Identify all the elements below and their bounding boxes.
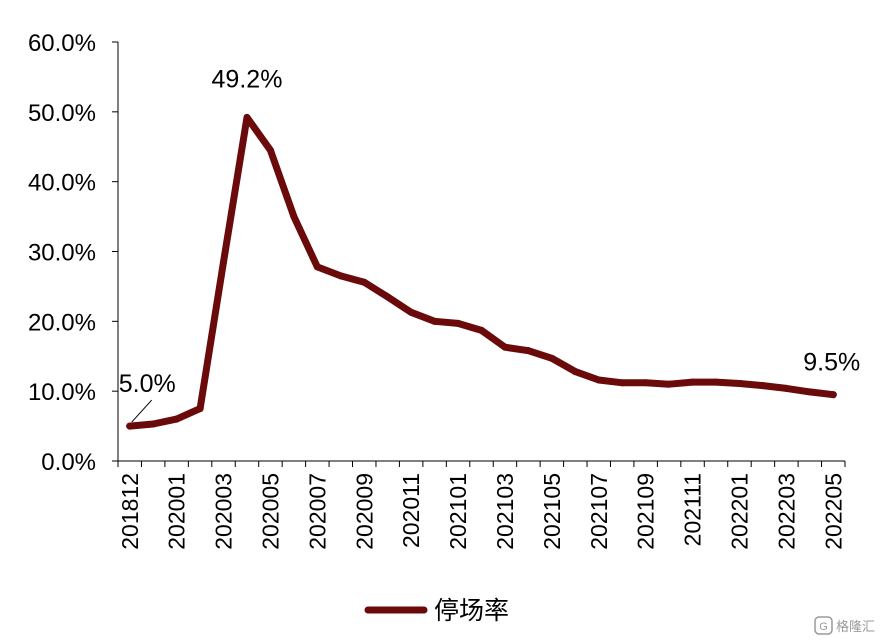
x-tick-label: 202103 (492, 473, 518, 550)
data-point (665, 380, 673, 388)
y-tick-label: 60.0% (28, 30, 96, 57)
x-tick-label: 202011 (398, 473, 424, 548)
data-point (782, 384, 790, 392)
data-point (829, 391, 837, 399)
data-label: 9.5% (803, 349, 860, 377)
x-tick-label: 202007 (304, 473, 330, 550)
x-axis: 201812 202001 202003 202005 202007 202009 2020… (117, 460, 846, 550)
data-point (313, 263, 321, 271)
x-tick-label: 202005 (257, 473, 283, 550)
data-point (126, 422, 134, 430)
data-point (689, 378, 697, 386)
data-label: 49.2% (212, 65, 283, 93)
annotation-leader (131, 399, 153, 423)
data-point (384, 293, 392, 301)
x-tick-label: 202109 (633, 473, 659, 550)
data-point (360, 278, 368, 286)
y-axis: 0.0% 10.0% 20.0% 30.0% 40.0% 50.0% 60.0% (28, 30, 119, 476)
data-point (759, 382, 767, 390)
watermark: G 格隆汇 (814, 616, 875, 635)
data-point (407, 308, 415, 316)
data-point (524, 347, 532, 355)
x-tick-label: 201812 (117, 473, 143, 550)
x-tick-label: 202001 (164, 473, 190, 550)
data-label: 5.0% (119, 370, 176, 398)
y-tick-label: 40.0% (28, 170, 96, 197)
annotation-layer: 5.0% 49.2% 9.5% (119, 65, 860, 423)
data-point (431, 317, 439, 325)
data-point (712, 378, 720, 386)
y-tick-label: 30.0% (28, 240, 96, 267)
x-tick-label: 202201 (727, 473, 753, 550)
data-point (735, 379, 743, 387)
legend: 停场率 (364, 597, 509, 625)
data-point (196, 405, 204, 413)
x-tick-label: 202009 (351, 473, 377, 550)
gelonghui-logo-icon (814, 616, 833, 635)
data-point (571, 368, 579, 376)
y-tick-label: 10.0% (28, 379, 96, 406)
x-tick-label: 202111 (680, 473, 706, 546)
data-point (243, 113, 251, 121)
y-tick-label: 20.0% (28, 309, 96, 336)
x-tick-label: 202101 (445, 473, 471, 550)
y-tick-label: 0.0% (41, 449, 96, 476)
x-tick-label: 202105 (539, 473, 565, 550)
x-tick-label: 202205 (820, 473, 846, 550)
x-tick-label: 202107 (586, 473, 612, 550)
data-point (806, 388, 814, 396)
series-layer (126, 113, 837, 430)
y-tick-label: 50.0% (28, 100, 96, 127)
data-point (266, 146, 274, 154)
data-point (149, 420, 157, 428)
data-point (454, 319, 462, 327)
data-point (173, 415, 181, 423)
data-point (337, 272, 345, 280)
data-point (478, 326, 485, 334)
series-line (126, 113, 837, 430)
data-point (501, 343, 509, 351)
data-point (290, 213, 298, 221)
legend-label: 停场率 (434, 597, 509, 625)
x-tick-label: 202203 (773, 473, 799, 550)
data-point (618, 379, 626, 387)
x-tick-label: 202003 (211, 473, 237, 550)
data-point (642, 379, 650, 387)
data-point (220, 258, 228, 266)
data-point (548, 354, 556, 362)
svg-text:G: G (819, 621, 828, 633)
watermark-text: 格隆汇 (836, 619, 875, 634)
data-point (595, 376, 603, 384)
